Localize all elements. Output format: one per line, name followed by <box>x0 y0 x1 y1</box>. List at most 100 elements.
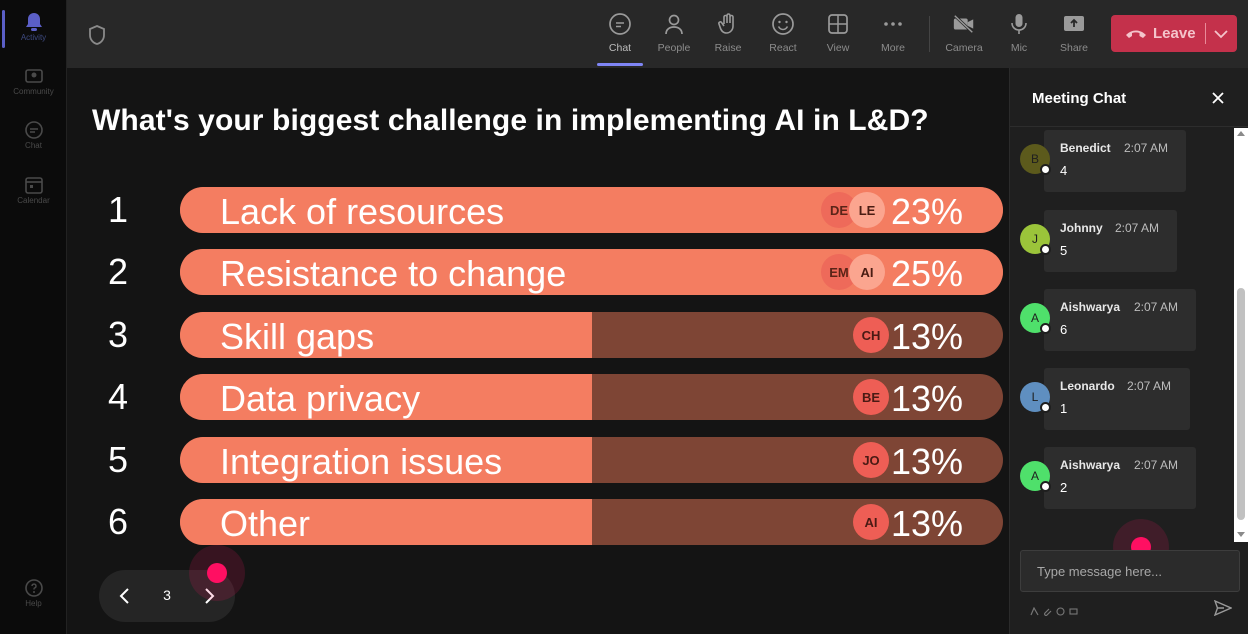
status-indicator <box>1040 481 1051 492</box>
toolbar-react-button[interactable]: React <box>758 10 808 60</box>
camera-off-icon <box>952 12 976 36</box>
toolbar-raise-button[interactable]: Raise <box>703 10 753 60</box>
message-time: 2:07 AM <box>1124 141 1169 155</box>
shield-icon[interactable] <box>87 24 107 46</box>
cursor-dot <box>207 563 227 583</box>
option-number: 1 <box>107 189 129 230</box>
rail-item-label: Chat <box>25 141 42 150</box>
chat-panel-title: Meeting Chat <box>1032 90 1127 107</box>
poll-stage: What's your biggest challenge in impleme… <box>67 68 1009 634</box>
poll-option-label: Integration issues <box>220 441 503 482</box>
poll-question: What's your biggest challenge in impleme… <box>92 104 929 137</box>
message-sender: Benedict <box>1060 141 1111 155</box>
rail-item-community[interactable]: Community <box>0 66 67 118</box>
status-indicator <box>1040 164 1051 175</box>
rail-item-chat[interactable]: Chat <box>0 120 67 172</box>
voter-avatar: AI <box>853 504 889 540</box>
voter-avatar: LE <box>849 192 885 228</box>
toolbar-mic-button[interactable]: Mic <box>994 10 1044 60</box>
rail-item-calendar[interactable]: Calendar <box>0 175 67 227</box>
chat-message: Benedict 2:07 AM 4 <box>1044 130 1186 192</box>
format-icon[interactable] <box>1030 603 1039 616</box>
chat-scrollbar[interactable] <box>1234 128 1248 542</box>
message-sender: Leonardo <box>1060 379 1115 393</box>
poll-option-percent: 13% <box>890 503 963 544</box>
chevron-down-icon[interactable] <box>1211 24 1231 44</box>
poll-option-percent: 23% <box>890 191 963 232</box>
poll-option-percent: 13% <box>890 378 963 419</box>
option-number: 5 <box>107 439 129 480</box>
rail-active-indicator <box>2 10 5 48</box>
help-icon <box>24 578 44 598</box>
rail-item-label: Help <box>25 599 42 608</box>
scroll-down-arrow-icon[interactable] <box>1237 532 1245 537</box>
toolbar-more-button[interactable]: More <box>868 10 918 60</box>
poll-option-bar: Other AI 13% <box>180 499 1003 545</box>
scroll-thumb[interactable] <box>1237 288 1245 520</box>
message-sender: Johnny <box>1060 221 1103 235</box>
poll-option-bar: Integration issues JO 13% <box>180 437 1003 483</box>
toolbar-share-button[interactable]: Share <box>1049 10 1099 60</box>
poll-option-label: Lack of resources <box>220 191 505 232</box>
poll-option-percent: 25% <box>890 253 963 294</box>
rail-item-label: Activity <box>20 33 47 42</box>
emoji-icon[interactable] <box>1056 603 1065 616</box>
poll-option-label: Resistance to change <box>220 253 567 294</box>
leave-label: Leave <box>1153 25 1196 42</box>
status-indicator <box>1040 244 1051 255</box>
scroll-up-arrow-icon[interactable] <box>1237 131 1245 136</box>
voter-avatar: AI <box>849 254 885 290</box>
rail-item-help[interactable]: Help <box>0 578 67 630</box>
option-number: 4 <box>107 376 129 417</box>
toolbar-camera-button[interactable]: Camera <box>939 10 989 60</box>
more-dots-icon <box>881 12 905 36</box>
poll-option-bar: Skill gaps CH 13% <box>180 312 1003 358</box>
leave-button[interactable]: Leave <box>1111 15 1237 52</box>
poll-option-label: Other <box>220 503 311 544</box>
chevron-left-icon[interactable] <box>113 584 137 608</box>
send-icon[interactable] <box>1213 598 1233 618</box>
message-text: 1 <box>1060 401 1068 416</box>
close-icon[interactable] <box>1208 88 1228 108</box>
poll-option-label: Skill gaps <box>220 316 375 357</box>
poll-option-fill <box>180 374 592 420</box>
avatar: J <box>1020 224 1051 255</box>
rail-item-activity[interactable]: Activity <box>0 12 67 64</box>
option-number: 3 <box>107 314 129 355</box>
message-time: 2:07 AM <box>1115 221 1160 235</box>
grid-view-icon <box>826 12 850 36</box>
people-icon <box>662 12 686 36</box>
toolbar-chat-button[interactable]: Chat <box>595 10 645 60</box>
gif-icon[interactable] <box>1069 603 1078 615</box>
community-icon <box>24 66 44 86</box>
poll-option-bar: Resistance to change EM AI 25% <box>180 249 1003 295</box>
avatar-initial: J <box>1032 232 1038 246</box>
voter-avatar: JO <box>853 442 889 478</box>
status-indicator <box>1040 323 1051 334</box>
share-icon <box>1062 12 1086 36</box>
phone-hangup-icon <box>1125 28 1147 40</box>
message-text: 2 <box>1060 480 1068 495</box>
chat-message-input[interactable] <box>1021 551 1239 591</box>
toolbar-people-button[interactable]: People <box>649 10 699 60</box>
toolbar-button-label: More <box>881 42 905 54</box>
voter-avatar: BE <box>853 379 889 415</box>
toolbar-button-label: Camera <box>945 42 983 54</box>
poll-option-bar: Lack of resources DE LE 23% <box>180 187 1003 233</box>
poll-option-bar: Data privacy BE 13% <box>180 374 1003 420</box>
chevron-right-icon[interactable] <box>197 584 221 608</box>
toolbar-view-button[interactable]: View <box>813 10 863 60</box>
page-number: 3 <box>163 587 171 603</box>
toolbar-button-label: Chat <box>608 42 632 54</box>
avatar: A <box>1020 303 1051 334</box>
toolbar-button-label: Raise <box>714 42 742 54</box>
message-text: 6 <box>1060 322 1068 337</box>
chat-message-field[interactable] <box>1020 550 1240 592</box>
meeting-toolbar: Chat People Raise React View <box>67 0 1248 68</box>
option-number: 6 <box>107 501 129 542</box>
chat-message: Leonardo 2:07 AM 1 <box>1044 368 1190 430</box>
chat-icon <box>24 120 44 140</box>
app-rail: Activity Community Chat Calendar Help <box>0 0 67 634</box>
attach-icon[interactable] <box>1043 603 1052 616</box>
